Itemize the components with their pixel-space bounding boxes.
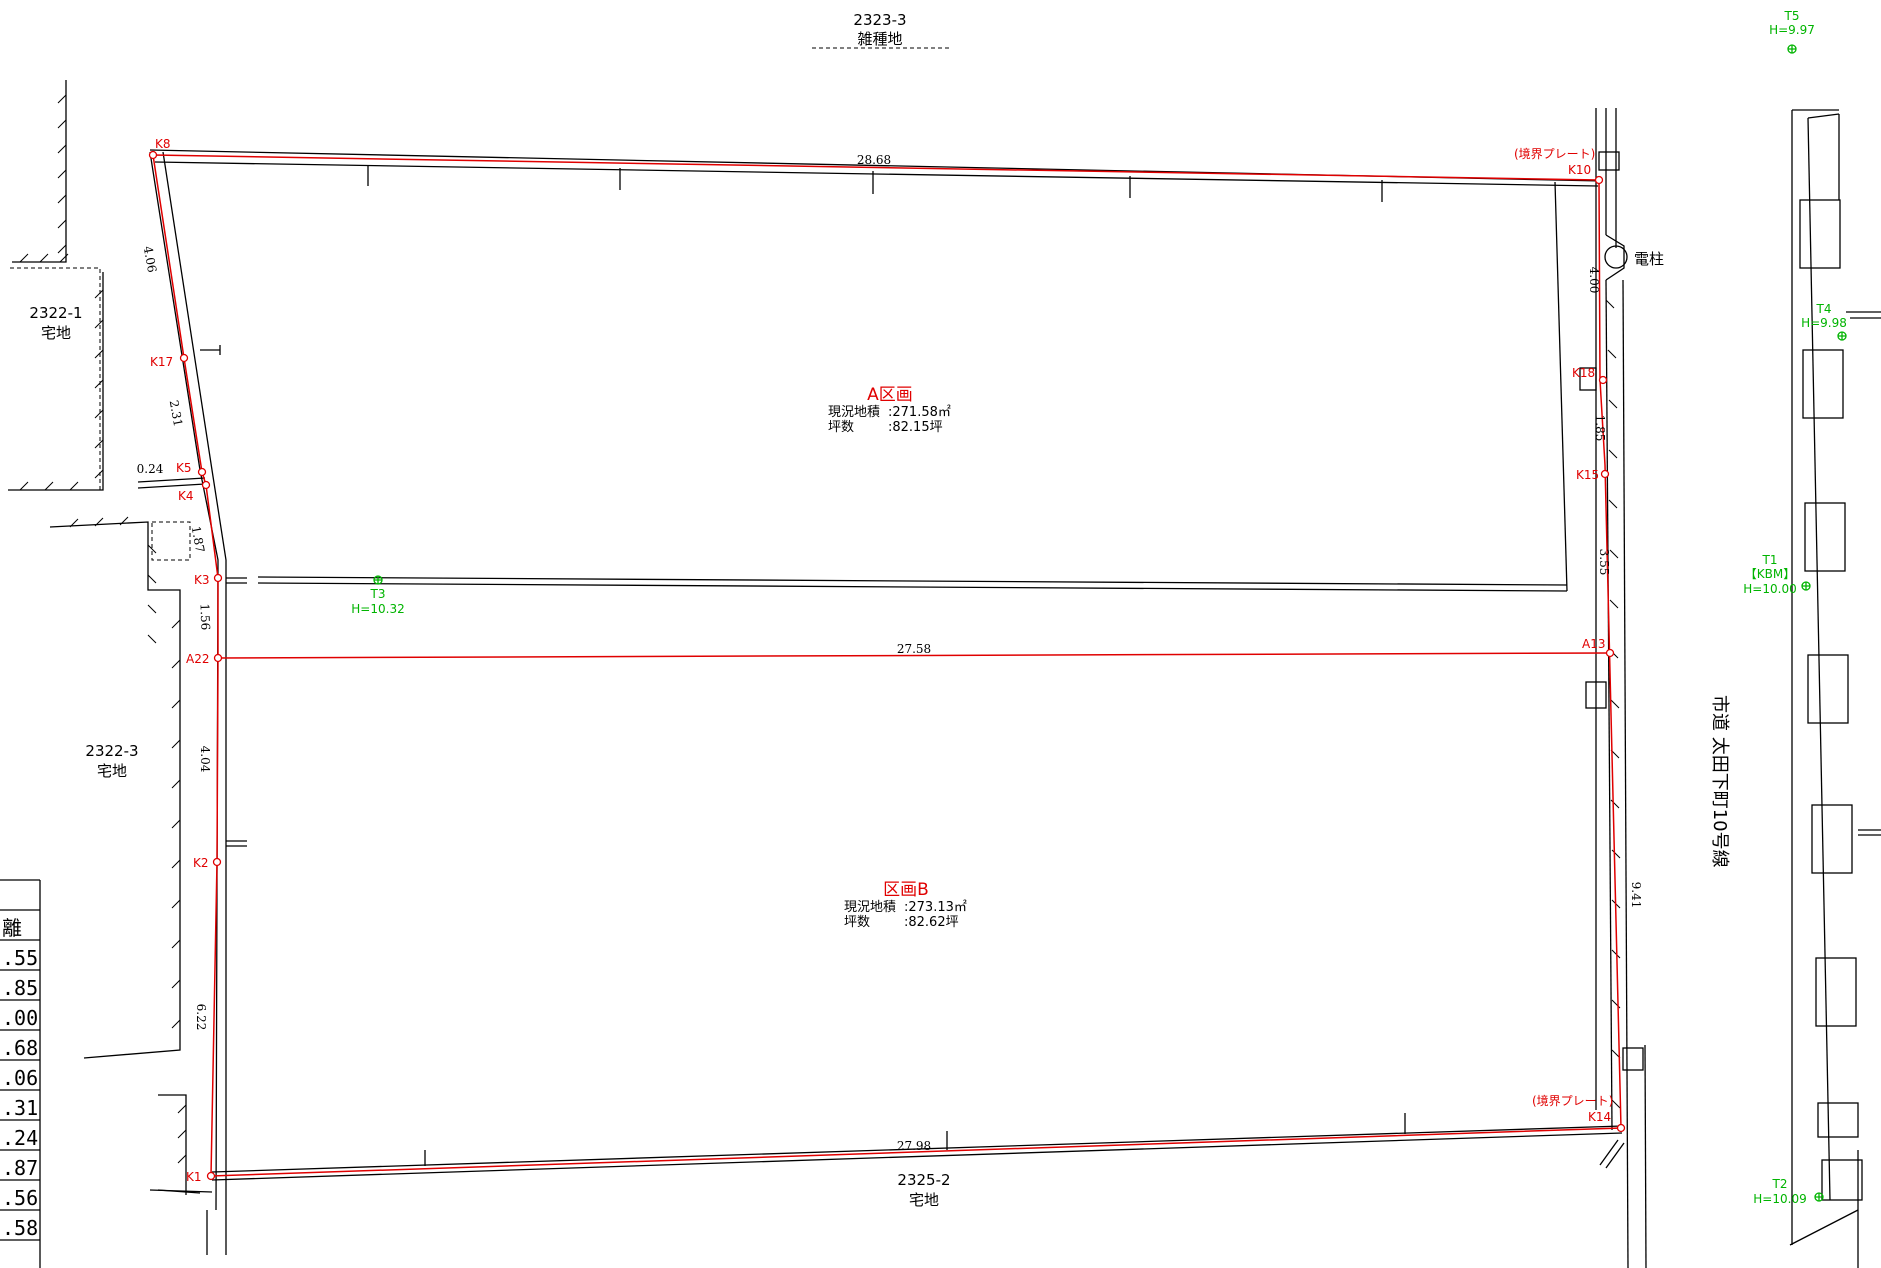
dim-k3-a22: 1.56 <box>198 603 213 630</box>
point-label-k10: K10 <box>1568 163 1591 177</box>
point-label-k14: K14 <box>1588 1110 1611 1124</box>
dim-south: 27.98 <box>897 1139 931 1153</box>
dim-a22-a13: 27.58 <box>897 642 931 656</box>
area-b-tsubo-label: 坪数 <box>844 915 870 930</box>
area-b-title: 区画B <box>883 880 929 900</box>
benchmark-t1-kbm: 【KBM】 <box>1745 567 1795 581</box>
table-row: .00 <box>2 1006 38 1030</box>
point-label-a13: A13 <box>1582 637 1605 651</box>
benchmark-t1-h: H=10.00 <box>1743 582 1796 596</box>
boundary-points <box>148 150 1626 1181</box>
benchmark-t4-id: T4 <box>1816 302 1832 316</box>
north-parcel-number: 2323-3 <box>853 11 906 29</box>
area-b-area-label: 現況地積 <box>844 900 896 915</box>
dim-a13-k14: 9.41 <box>1629 882 1643 909</box>
benchmark-t5-id: T5 <box>1784 9 1800 23</box>
table-row: .31 <box>2 1096 38 1120</box>
dim-k10-k18: 4.00 <box>1587 267 1601 294</box>
benchmark-t2-h: H=10.09 <box>1753 1192 1806 1206</box>
west-lower-parcel-use: 宅地 <box>97 762 127 780</box>
benchmark-markers <box>373 44 1847 1202</box>
existing-lines <box>0 80 1881 1268</box>
boundary-lines <box>152 154 1622 1177</box>
table-row: .58 <box>2 1216 38 1240</box>
dim-k15-a13: 3.55 <box>1597 549 1611 576</box>
table-row: .06 <box>2 1066 38 1090</box>
table-row: .68 <box>2 1036 38 1060</box>
dashed-outlines <box>10 47 950 561</box>
point-label-k1: K1 <box>186 1170 202 1184</box>
table-row: .55 <box>2 946 38 970</box>
area-a-title: A区画 <box>867 385 913 405</box>
area-a-area-value: :271.58㎡ <box>888 405 951 420</box>
benchmark-t5-h: H=9.97 <box>1769 23 1815 37</box>
benchmark-t2-id: T2 <box>1772 1177 1788 1191</box>
dim-k2-k1: 6.22 <box>194 1004 208 1031</box>
south-parcel-use: 宅地 <box>909 1191 939 1209</box>
distance-table: 離 .55 .85 .00 .68 .06 .31 .24 .87 .56 .5… <box>2 916 38 1240</box>
table-header: 離 <box>2 916 22 940</box>
west-lower-parcel-number: 2322-3 <box>85 742 138 760</box>
area-a-tsubo-value: :82.15坪 <box>888 420 943 435</box>
area-a-tsubo-label: 坪数 <box>828 420 854 435</box>
benchmark-t1-id: T1 <box>1762 553 1778 567</box>
benchmark-t3-h: H=10.32 <box>351 602 404 616</box>
north-parcel-use: 雑種地 <box>857 30 902 48</box>
point-label-k8: K8 <box>155 137 171 151</box>
area-b-area-value: :273.13㎡ <box>904 900 967 915</box>
area-a-area-label: 現況地積 <box>828 405 880 420</box>
point-label-k15: K15 <box>1576 468 1599 482</box>
dim-k18-k15: 1.85 <box>1593 415 1607 442</box>
boundary-plate-north: (境界プレート) <box>1514 146 1595 161</box>
wall-hatches <box>19 94 1621 1164</box>
west-upper-parcel-use: 宅地 <box>41 324 71 342</box>
point-label-a22: A22 <box>186 652 209 666</box>
table-row: .24 <box>2 1126 38 1150</box>
dim-a22-k2: 4.04 <box>198 746 212 773</box>
point-label-k18: K18 <box>1572 366 1595 380</box>
table-row: .87 <box>2 1156 38 1180</box>
dim-k17-k5: 2.31 <box>167 399 185 428</box>
benchmark-t3-id: T3 <box>370 587 386 601</box>
dim-k4-k3: 1.87 <box>189 525 207 554</box>
benchmark-t4-h: H=9.98 <box>1801 316 1847 330</box>
table-row: .85 <box>2 976 38 1000</box>
area-b-tsubo-value: :82.62坪 <box>904 915 959 930</box>
dim-k8-k17: 4.06 <box>141 245 159 274</box>
boundary-plate-south: (境界プレート) <box>1532 1093 1613 1108</box>
table-row: .56 <box>2 1186 38 1210</box>
west-upper-parcel-number: 2322-1 <box>29 304 82 322</box>
point-label-k17: K17 <box>150 355 173 369</box>
point-label-k4: K4 <box>178 489 194 503</box>
point-label-k5: K5 <box>176 461 192 475</box>
dim-k5-k4: 0.24 <box>137 462 164 476</box>
south-parcel-number: 2325-2 <box>897 1171 950 1189</box>
road-label: 市道 太田下町10号線 <box>1709 695 1730 868</box>
dim-north: 28.68 <box>857 153 891 167</box>
point-label-k3: K3 <box>194 573 210 587</box>
utility-pole-label: 電柱 <box>1634 250 1664 268</box>
point-label-k2: K2 <box>193 856 209 870</box>
